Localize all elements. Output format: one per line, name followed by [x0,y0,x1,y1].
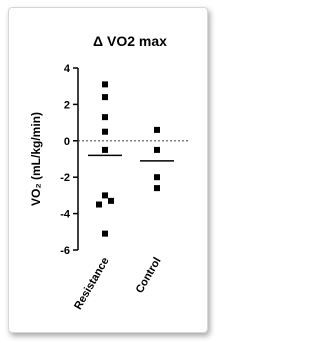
data-point [102,128,108,135]
y-axis-label: VO₂ (mL/kg/min) [29,112,43,206]
data-point [102,192,108,199]
data-point [154,174,160,181]
chart-title: Δ VO2 max [93,33,167,49]
y-tick-label: 4 [64,63,71,75]
data-point [154,146,160,153]
y-tick-label: 0 [64,136,70,148]
data-point [102,146,108,153]
data-point [96,201,102,208]
card [8,7,208,333]
y-tick-label: 2 [64,99,70,111]
data-point [108,197,114,204]
data-point [102,94,108,101]
data-point [154,126,160,133]
x-tick-label: Control [134,256,164,296]
data-point [154,185,160,192]
data-point [102,114,108,121]
x-tick-label: Resistance [72,256,111,312]
page: Δ VO2 max VO₂ (mL/kg/min) -6 -4 -2 0 2 4 Resis… [8,7,208,333]
chart: Δ VO2 max VO₂ (mL/kg/min) -6 -4 -2 0 2 4 Resis… [29,33,188,312]
y-tick-label: -4 [60,209,71,221]
y-tick-label: -2 [60,172,70,184]
data-point [102,230,108,237]
data-point [102,81,108,88]
y-tick-label: -6 [60,245,70,257]
